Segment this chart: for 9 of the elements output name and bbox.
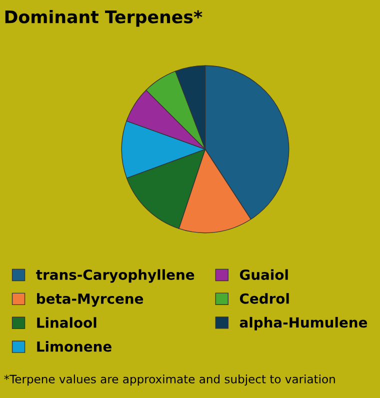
legend-label: Limonene <box>37 341 112 352</box>
chart-title: Dominant Terpenes* <box>5 10 202 27</box>
legend-label: Guaiol <box>240 269 288 280</box>
legend-label: alpha-Humulene <box>240 316 368 330</box>
legend-label: Linalool <box>37 317 96 328</box>
legend-label: Cedrol <box>240 293 289 304</box>
legend-label: beta-Myrcene <box>37 293 144 307</box>
legend-label: trans-Caryophyllene <box>36 269 194 283</box>
text: *Terpene values are approximate and subject to variation <box>4 374 335 386</box>
